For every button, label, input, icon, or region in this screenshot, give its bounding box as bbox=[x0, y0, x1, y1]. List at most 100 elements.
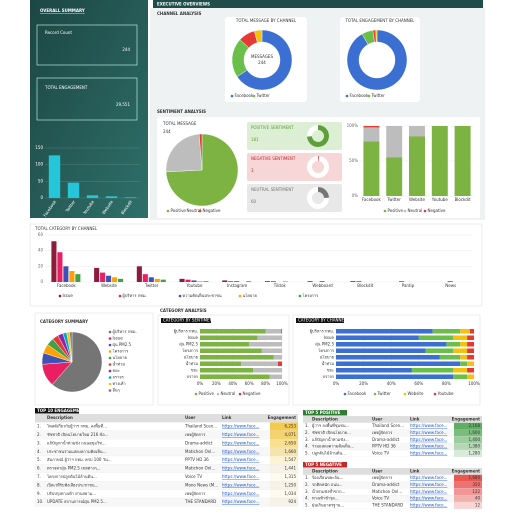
table-title: TOP 5 NEGATIVE bbox=[305, 462, 342, 467]
y-tick-label: ขยะ bbox=[191, 367, 198, 372]
x-tick-label: Facebook bbox=[362, 197, 381, 202]
engagement-box bbox=[36, 77, 138, 121]
bar bbox=[282, 281, 288, 282]
chart-title: CATEGORY BY CHANNEL bbox=[298, 318, 347, 323]
legend-swatch bbox=[108, 369, 112, 373]
table-cell: 40 bbox=[475, 496, 481, 501]
center-value: 244 bbox=[258, 60, 266, 65]
table-cell: 3. bbox=[305, 489, 309, 494]
table-cell: PPTV HD 36 bbox=[372, 444, 396, 449]
table-title-bg bbox=[303, 462, 347, 468]
bar bbox=[118, 278, 124, 282]
table-cell: Drama-addict bbox=[372, 437, 400, 442]
section-heading: CATEGORY ANALYSIS bbox=[160, 308, 207, 313]
y-tick-label: ฝุ่น PM2.5 bbox=[179, 341, 198, 347]
card-label: POSITIVE SENTIMENT bbox=[251, 125, 294, 130]
column-header: Description bbox=[312, 468, 338, 473]
legend-label: Twitter bbox=[377, 391, 392, 396]
table-row bbox=[34, 497, 299, 507]
bar bbox=[179, 278, 185, 282]
bar-segment bbox=[386, 126, 403, 158]
cell-highlight bbox=[270, 464, 298, 473]
bar-segment bbox=[453, 374, 468, 380]
y-tick-label: นโยบาย bbox=[184, 354, 198, 359]
table-cell: 1,250 bbox=[285, 482, 297, 487]
bar-segment bbox=[453, 367, 468, 373]
legend-swatch bbox=[403, 209, 407, 213]
y-tick-label: Issue bbox=[188, 335, 199, 340]
legend-label: นโยบาย bbox=[113, 355, 127, 360]
legend-swatch bbox=[108, 337, 112, 340]
table-cell: เพจผู้จัดการ bbox=[372, 475, 393, 481]
table-cell: แก้ปัญหาน้ำท่วมขัง ถนนสุขุมวิท... bbox=[47, 438, 106, 446]
bar-segment bbox=[336, 335, 419, 341]
bar-segment bbox=[277, 361, 282, 367]
bar-segment bbox=[200, 341, 250, 347]
table-title-bg bbox=[35, 408, 79, 414]
table-cell: https://www.face... bbox=[410, 482, 447, 487]
table-cell: ประชาชนร่วมแสดงความคิดเห็น... bbox=[47, 448, 106, 454]
x-tick-label: Youtube bbox=[431, 197, 449, 202]
card-label: NEGATIVE SENTIMENT bbox=[251, 156, 296, 161]
table-cell: 1,400 bbox=[469, 437, 481, 442]
title-bg bbox=[296, 318, 344, 323]
column-header: Link bbox=[410, 416, 420, 421]
column-header: Engagement bbox=[452, 468, 480, 473]
bar bbox=[319, 281, 325, 282]
chart-title: TOTAL MESSAGE bbox=[162, 121, 197, 126]
bar-segment bbox=[336, 354, 440, 360]
bar bbox=[307, 281, 313, 282]
table-cell: Mono News (M... bbox=[185, 482, 218, 487]
bar bbox=[63, 266, 69, 282]
legend-label: Positive bbox=[171, 208, 187, 213]
y-tick-label: 150 bbox=[35, 145, 43, 150]
legend-swatch bbox=[433, 392, 437, 396]
y-tick-label: 50% bbox=[349, 158, 358, 163]
bar bbox=[356, 281, 362, 282]
table-cell: https://www.face... bbox=[222, 424, 259, 429]
bar-segment bbox=[257, 335, 282, 341]
bar bbox=[57, 252, 63, 282]
bar bbox=[69, 271, 75, 282]
cell-highlight bbox=[454, 422, 482, 430]
bar bbox=[398, 281, 405, 282]
bar-segment bbox=[460, 328, 470, 334]
y-tick-label: โครงการ bbox=[318, 348, 335, 353]
bar bbox=[246, 281, 252, 282]
x-tick-label: 20% bbox=[212, 381, 221, 386]
bar-segment bbox=[453, 335, 468, 341]
cell-highlight bbox=[454, 481, 482, 489]
column-header: User bbox=[372, 468, 382, 473]
chart-title: CATEGORY BY SENTIMENT bbox=[163, 318, 216, 323]
cell-highlight bbox=[270, 489, 298, 498]
bar bbox=[160, 279, 166, 282]
slice bbox=[165, 133, 239, 207]
table-cell: https://www.face... bbox=[410, 437, 447, 442]
bar-segment bbox=[460, 354, 468, 360]
slice bbox=[346, 29, 408, 91]
summary-title: OVERALL SUMMARY bbox=[40, 8, 85, 13]
table-cell: 6. bbox=[37, 466, 41, 471]
section-heading: CHANNEL ANALYSIS bbox=[157, 11, 201, 16]
table-cell: https://www.face... bbox=[410, 423, 447, 428]
bar-segment bbox=[467, 335, 474, 341]
bar-segment bbox=[467, 341, 474, 347]
bar bbox=[94, 267, 100, 282]
table-cell: ชัชชาติ เปิดนโยบายใหม่ 216 ข้อ... bbox=[47, 432, 108, 437]
bar bbox=[105, 196, 118, 198]
ring bbox=[318, 156, 319, 162]
table-cell: https://www.face... bbox=[410, 430, 447, 435]
table-cell: Voice TV bbox=[372, 450, 389, 455]
table-cell: Matichon Onl... bbox=[185, 466, 215, 471]
cell-highlight bbox=[270, 447, 298, 456]
table-cell: PPTV HD 36 bbox=[185, 457, 209, 462]
bar-segment bbox=[363, 127, 380, 142]
legend-swatch bbox=[373, 392, 377, 396]
table-cell: 9. bbox=[37, 491, 41, 496]
legend-swatch bbox=[118, 294, 122, 298]
bar-segment bbox=[439, 354, 461, 360]
bar-segment bbox=[418, 335, 454, 341]
bar-segment bbox=[253, 367, 282, 373]
legend-label: Positive bbox=[199, 391, 215, 396]
